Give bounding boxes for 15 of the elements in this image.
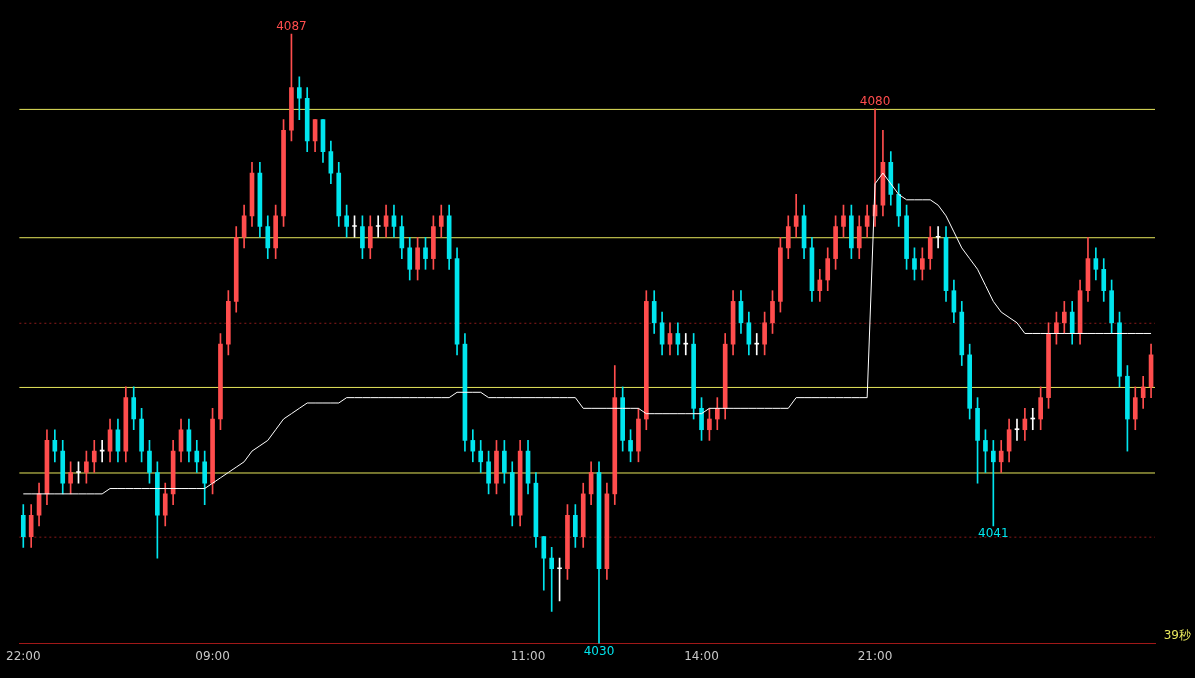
annotation: 4030 [583,643,615,658]
x-tick-label: 09:00 [195,648,230,663]
candlestick [935,226,941,249]
candlestick [991,440,996,527]
annotation: 4041 [978,526,1009,541]
x-tick-label: 22:00 [5,648,41,663]
candlestick [549,547,555,612]
x-tick-label: 21:00 [857,648,893,663]
candlestick [375,215,381,238]
annotation: 4087 [276,19,307,34]
x-tick-label: 11:00 [510,648,546,663]
text: 39秒 [1163,627,1191,642]
x-tick-label: 14:00 [684,648,719,663]
annotation: 4080 [859,94,891,109]
candlestick [1014,418,1020,441]
